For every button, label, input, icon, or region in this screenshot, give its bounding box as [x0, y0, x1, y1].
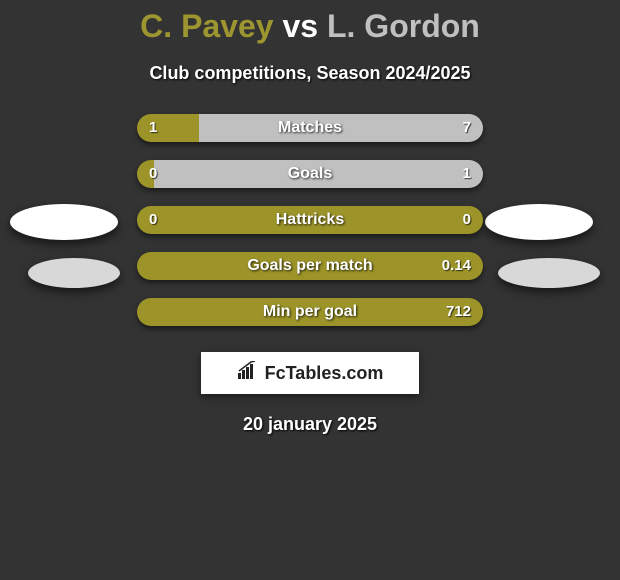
badge-right-bottom	[498, 258, 600, 288]
stat-row: 00Hattricks	[137, 206, 483, 234]
date-text: 20 january 2025	[0, 414, 620, 435]
vs-text: vs	[282, 8, 318, 44]
brand-text: FcTables.com	[265, 363, 384, 384]
stat-value-left: 0	[149, 206, 157, 234]
bar-left	[137, 206, 483, 234]
bar-right	[154, 160, 483, 188]
bar-left	[137, 298, 483, 326]
stat-row: 712Min per goal	[137, 298, 483, 326]
bar-right	[199, 114, 483, 142]
subtitle: Club competitions, Season 2024/2025	[0, 63, 620, 84]
stat-value-right: 0.14	[442, 252, 471, 280]
brand-box[interactable]: FcTables.com	[201, 352, 419, 394]
bar-left	[137, 114, 199, 142]
bar-left	[137, 252, 483, 280]
stat-value-left: 1	[149, 114, 157, 142]
stat-row: 0.14Goals per match	[137, 252, 483, 280]
stat-value-right: 712	[446, 298, 471, 326]
player2-name: L. Gordon	[327, 8, 480, 44]
page-title: C. Pavey vs L. Gordon	[0, 0, 620, 45]
stat-value-right: 7	[463, 114, 471, 142]
badge-left-bottom	[28, 258, 120, 288]
stat-value-right: 0	[463, 206, 471, 234]
stat-value-left: 0	[149, 160, 157, 188]
player1-name: C. Pavey	[140, 8, 273, 44]
stat-row: 01Goals	[137, 160, 483, 188]
badge-right-top	[485, 204, 593, 240]
stat-row: 17Matches	[137, 114, 483, 142]
badge-left-top	[10, 204, 118, 240]
stat-value-right: 1	[463, 160, 471, 188]
chart-icon	[237, 361, 259, 386]
